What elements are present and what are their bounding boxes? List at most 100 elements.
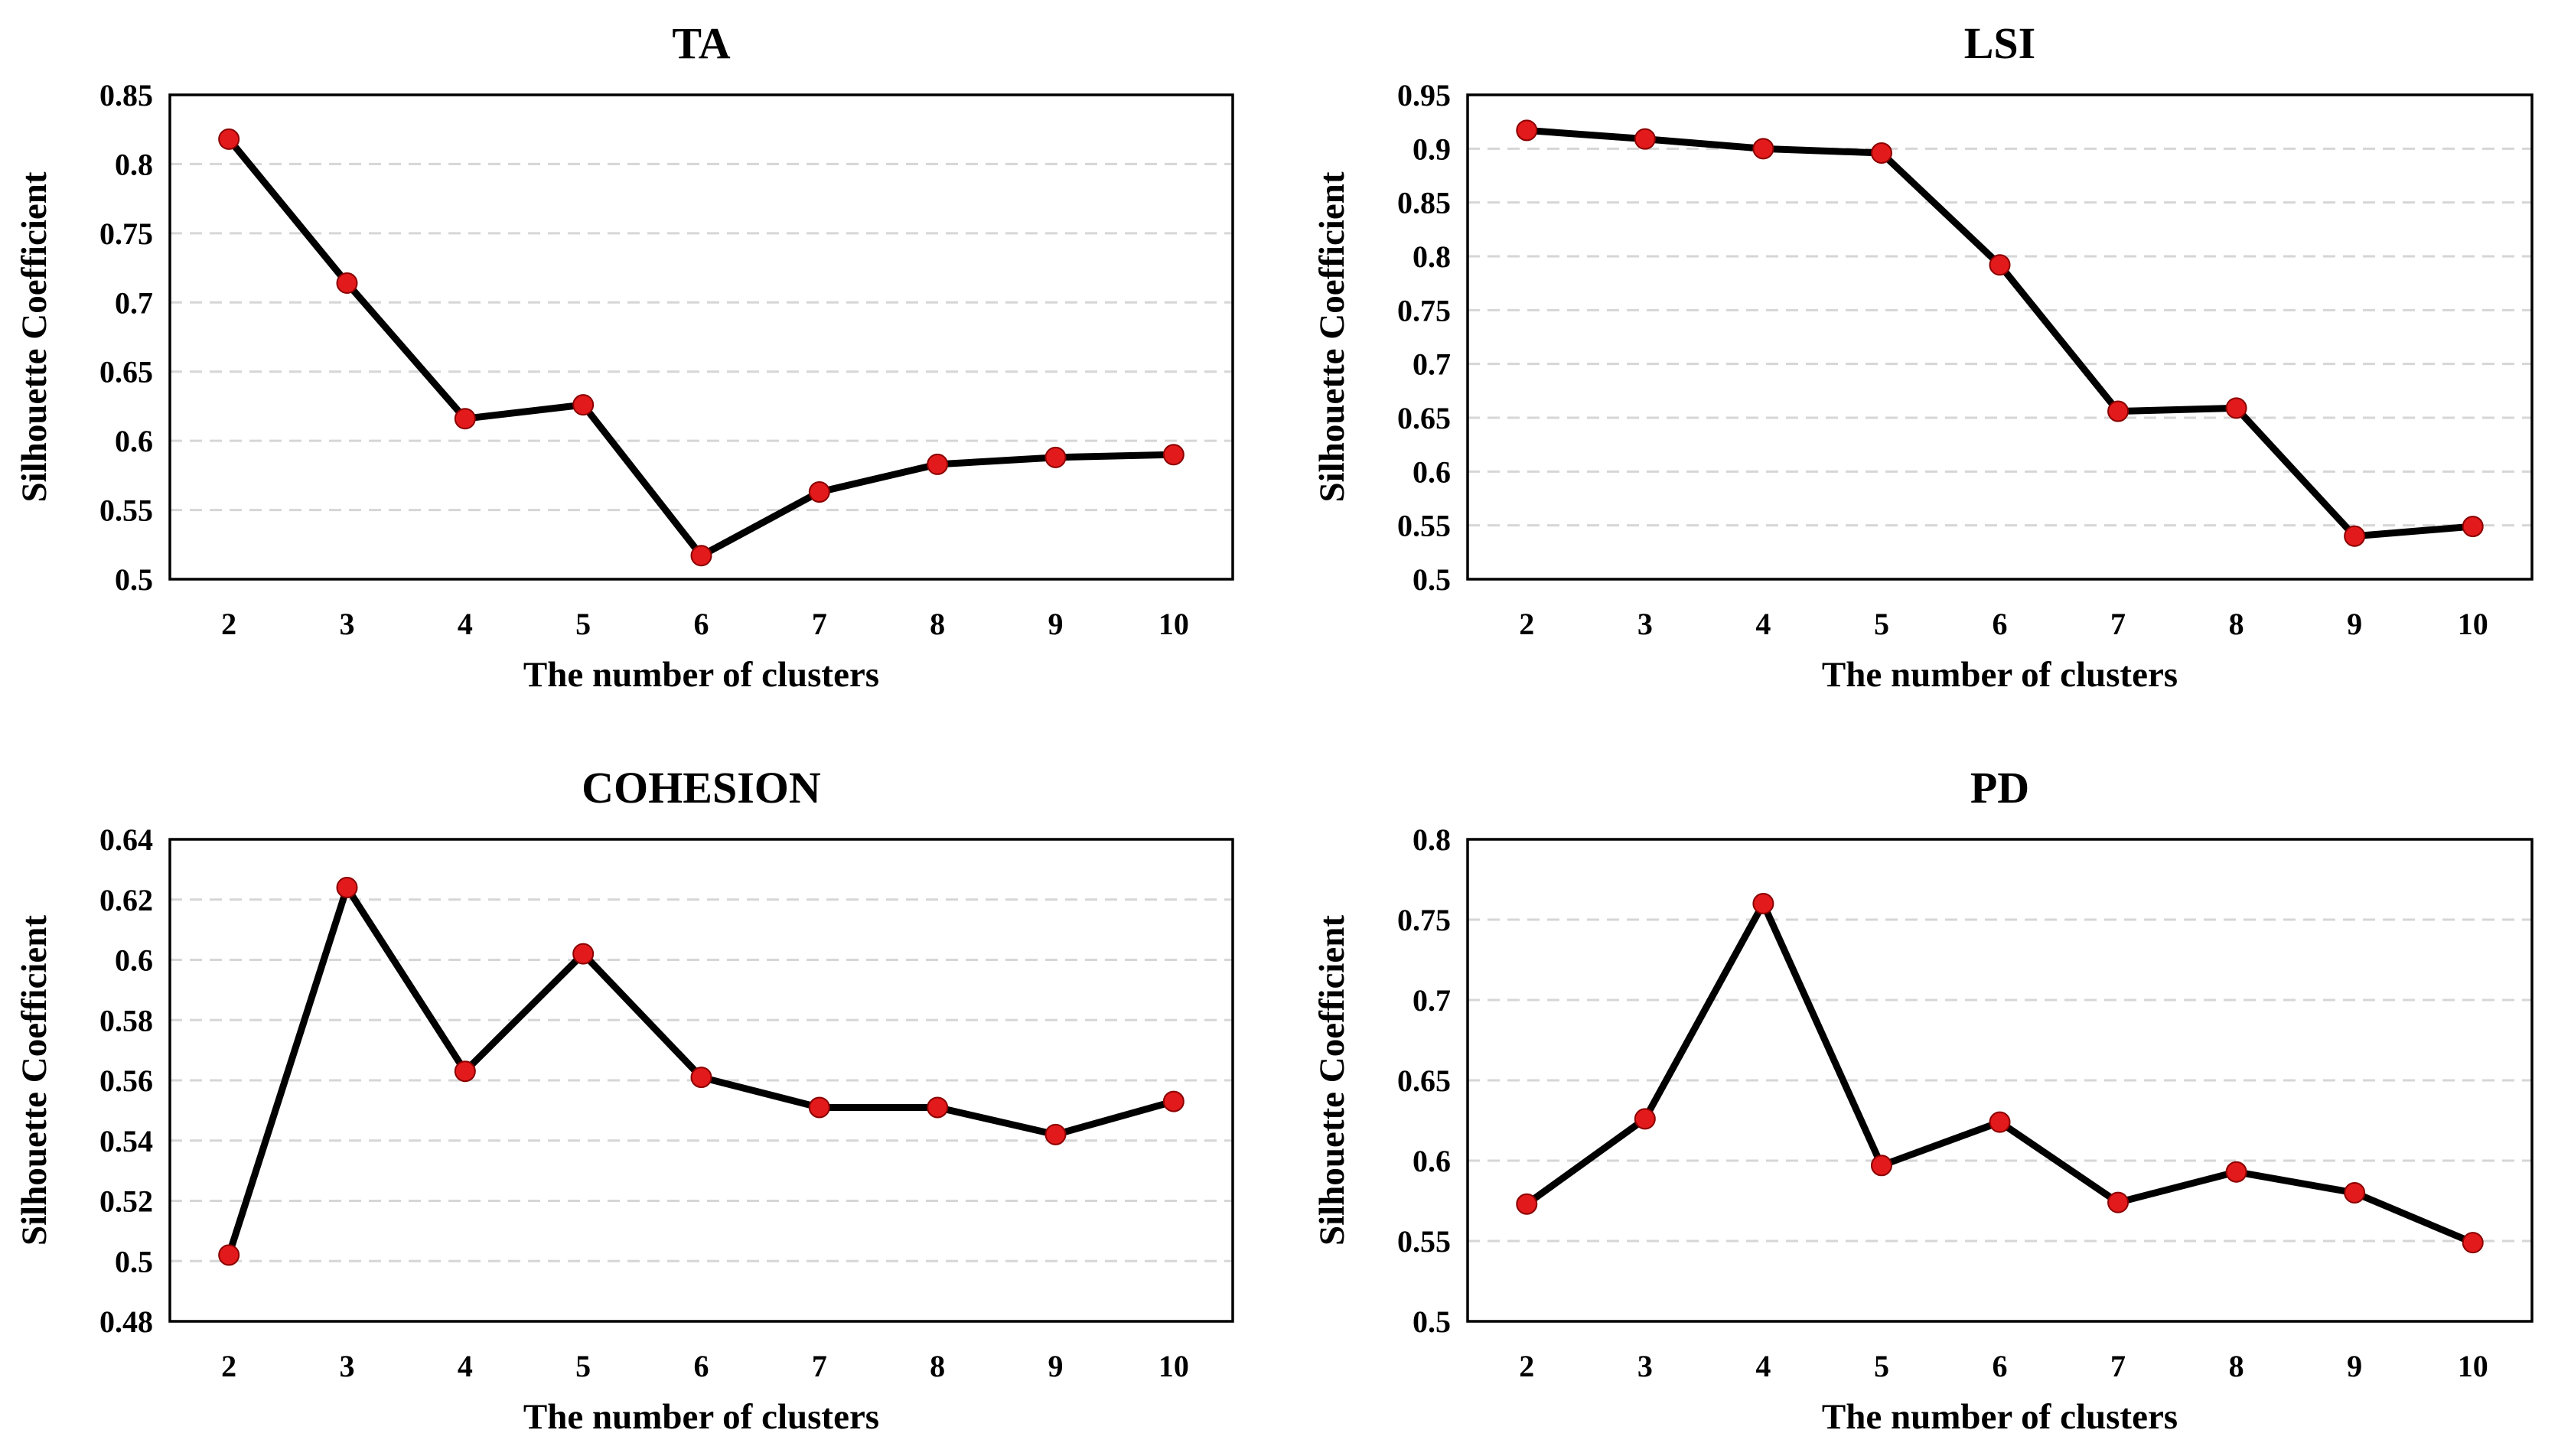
ta-xtick-label: 8 <box>930 607 945 641</box>
lsi-data-point <box>2225 397 2247 419</box>
lsi-ytick-label: 0.5 <box>1413 562 1451 597</box>
lsi-plot-frame <box>1466 93 2534 581</box>
lsi-xtick-label: 9 <box>2347 607 2362 641</box>
lsi-data-point <box>2462 516 2484 538</box>
cohesion-ytick-label: 0.56 <box>99 1063 153 1098</box>
lsi-ytick-label: 0.55 <box>1397 509 1451 543</box>
lsi-data-point <box>1516 119 1538 142</box>
cohesion-xtick-label: 5 <box>575 1349 591 1383</box>
pd-ytick-label: 0.7 <box>1413 983 1451 1018</box>
lsi-data-point <box>1989 254 2011 276</box>
cohesion-data-point <box>1044 1123 1067 1145</box>
ta-xtick-label: 7 <box>812 607 827 641</box>
pd-data-point <box>2107 1191 2129 1213</box>
cohesion-ytick-label: 0.54 <box>99 1124 153 1158</box>
lsi-xtick-label: 10 <box>2458 607 2488 641</box>
ta-chart-title: TA <box>672 18 730 68</box>
pd-data-point <box>1634 1108 1656 1130</box>
ta-ytick-label: 0.55 <box>99 493 153 528</box>
lsi-ytick-label: 0.65 <box>1397 401 1451 435</box>
pd-xtick-label: 8 <box>2229 1349 2244 1383</box>
cohesion-xtick-label: 6 <box>694 1349 709 1383</box>
pd-ytick-label: 0.65 <box>1397 1063 1451 1098</box>
lsi-xtick-label: 2 <box>1519 607 1534 641</box>
lsi-data-point <box>2344 525 2366 547</box>
lsi-x-axis-label: The number of clusters <box>1822 655 2178 695</box>
lsi-xtick-label: 6 <box>1993 607 2008 641</box>
pd-data-point <box>1870 1155 1892 1177</box>
pd-xtick-label: 3 <box>1637 1349 1653 1383</box>
pd-chart-title: PD <box>1970 763 2029 813</box>
cohesion-xtick-label: 2 <box>221 1349 236 1383</box>
ta-ytick-label: 0.65 <box>99 355 153 389</box>
ta-ytick-label: 0.5 <box>115 562 153 597</box>
lsi-ytick-label: 0.9 <box>1413 132 1451 166</box>
cohesion-xtick-label: 7 <box>812 1349 827 1383</box>
pd-data-point <box>2344 1182 2366 1204</box>
ta-data-point <box>690 545 712 567</box>
ta-ytick-label: 0.75 <box>99 217 153 251</box>
ta-ytick-label: 0.85 <box>99 78 153 112</box>
pd-plot-frame <box>1466 838 2534 1323</box>
pd-xtick-label: 2 <box>1519 1349 1534 1383</box>
pd-xtick-label: 4 <box>1755 1349 1771 1383</box>
pd-ytick-label: 0.5 <box>1413 1305 1451 1339</box>
pd-chart: 0.5 0.55 0.6 0.65 0.7 0.75 0.8 2 3 4 5 6 7 8 9 10 PD The … <box>1312 763 2534 1437</box>
ta-series-line <box>225 135 1178 559</box>
ta-data-point <box>218 128 240 150</box>
pd-data-point <box>1989 1111 2011 1133</box>
cohesion-xtick-label: 9 <box>1048 1349 1064 1383</box>
lsi-data-point <box>1752 138 1774 160</box>
ta-data-point <box>1162 444 1185 466</box>
ta-data-point <box>927 453 949 475</box>
pd-data-point <box>2225 1161 2247 1183</box>
ta-data-point <box>572 394 595 416</box>
lsi-xtick-label: 3 <box>1637 607 1653 641</box>
ta-data-point <box>454 408 476 430</box>
cohesion-xtick-label: 4 <box>458 1349 473 1383</box>
ta-ytick-label: 0.8 <box>115 147 153 181</box>
ta-xtick-label: 5 <box>575 607 591 641</box>
ta-data-point <box>336 272 358 294</box>
cohesion-y-axis-label: Silhouette Coefficient <box>15 915 54 1246</box>
cohesion-data-point <box>336 877 358 898</box>
cohesion-xtick-label: 3 <box>340 1349 355 1383</box>
cohesion-data-point <box>572 943 595 965</box>
cohesion-ytick-label: 0.52 <box>99 1184 153 1219</box>
pd-series-line <box>1523 900 2477 1246</box>
pd-ytick-label: 0.8 <box>1413 822 1451 857</box>
pd-xtick-label: 6 <box>1993 1349 2008 1383</box>
ta-y-axis-label: Silhouette Coefficient <box>15 171 54 502</box>
ta-x-axis-label: The number of clusters <box>523 655 879 695</box>
lsi-data-point <box>1870 142 1892 164</box>
pd-y-axis-label: Silhouette Coefficient <box>1312 915 1352 1246</box>
cohesion-data-point <box>1162 1090 1185 1112</box>
lsi-data-point <box>1634 128 1656 150</box>
cohesion-x-axis-label: The number of clusters <box>523 1397 879 1437</box>
lsi-ytick-label: 0.95 <box>1397 78 1451 112</box>
pd-xtick-label: 9 <box>2347 1349 2362 1383</box>
pd-data-point <box>2462 1232 2484 1254</box>
ta-data-point <box>1044 446 1067 468</box>
cohesion-ytick-label: 0.62 <box>99 883 153 917</box>
cohesion-chart: 0.48 0.5 0.52 0.54 0.56 0.58 0.6 0.62 0.64 2 3 4 5 6 7… <box>15 763 1234 1437</box>
ta-xtick-label: 9 <box>1048 607 1064 641</box>
cohesion-data-point <box>690 1067 712 1089</box>
cohesion-xtick-label: 10 <box>1158 1349 1189 1383</box>
pd-x-axis-label: The number of clusters <box>1822 1397 2178 1437</box>
cohesion-ytick-label: 0.5 <box>115 1244 153 1278</box>
pd-ytick-label: 0.75 <box>1397 903 1451 937</box>
ta-xtick-label: 4 <box>458 607 473 641</box>
ta-ytick-label: 0.7 <box>115 285 153 320</box>
cohesion-ytick-label: 0.6 <box>115 943 153 978</box>
ta-chart: 0.5 0.55 0.6 0.65 0.7 0.75 0.8 0.85 2 3 4 5 6 7 8 9 10 TA… <box>15 18 1234 695</box>
lsi-xtick-label: 7 <box>2110 607 2126 641</box>
pd-xtick-label: 10 <box>2458 1349 2488 1383</box>
lsi-ytick-label: 0.85 <box>1397 186 1451 220</box>
lsi-xtick-label: 4 <box>1755 607 1771 641</box>
ta-xtick-label: 3 <box>340 607 355 641</box>
lsi-ytick-label: 0.7 <box>1413 347 1451 382</box>
lsi-series-line <box>1523 126 2477 540</box>
cohesion-ytick-label: 0.64 <box>99 822 153 857</box>
